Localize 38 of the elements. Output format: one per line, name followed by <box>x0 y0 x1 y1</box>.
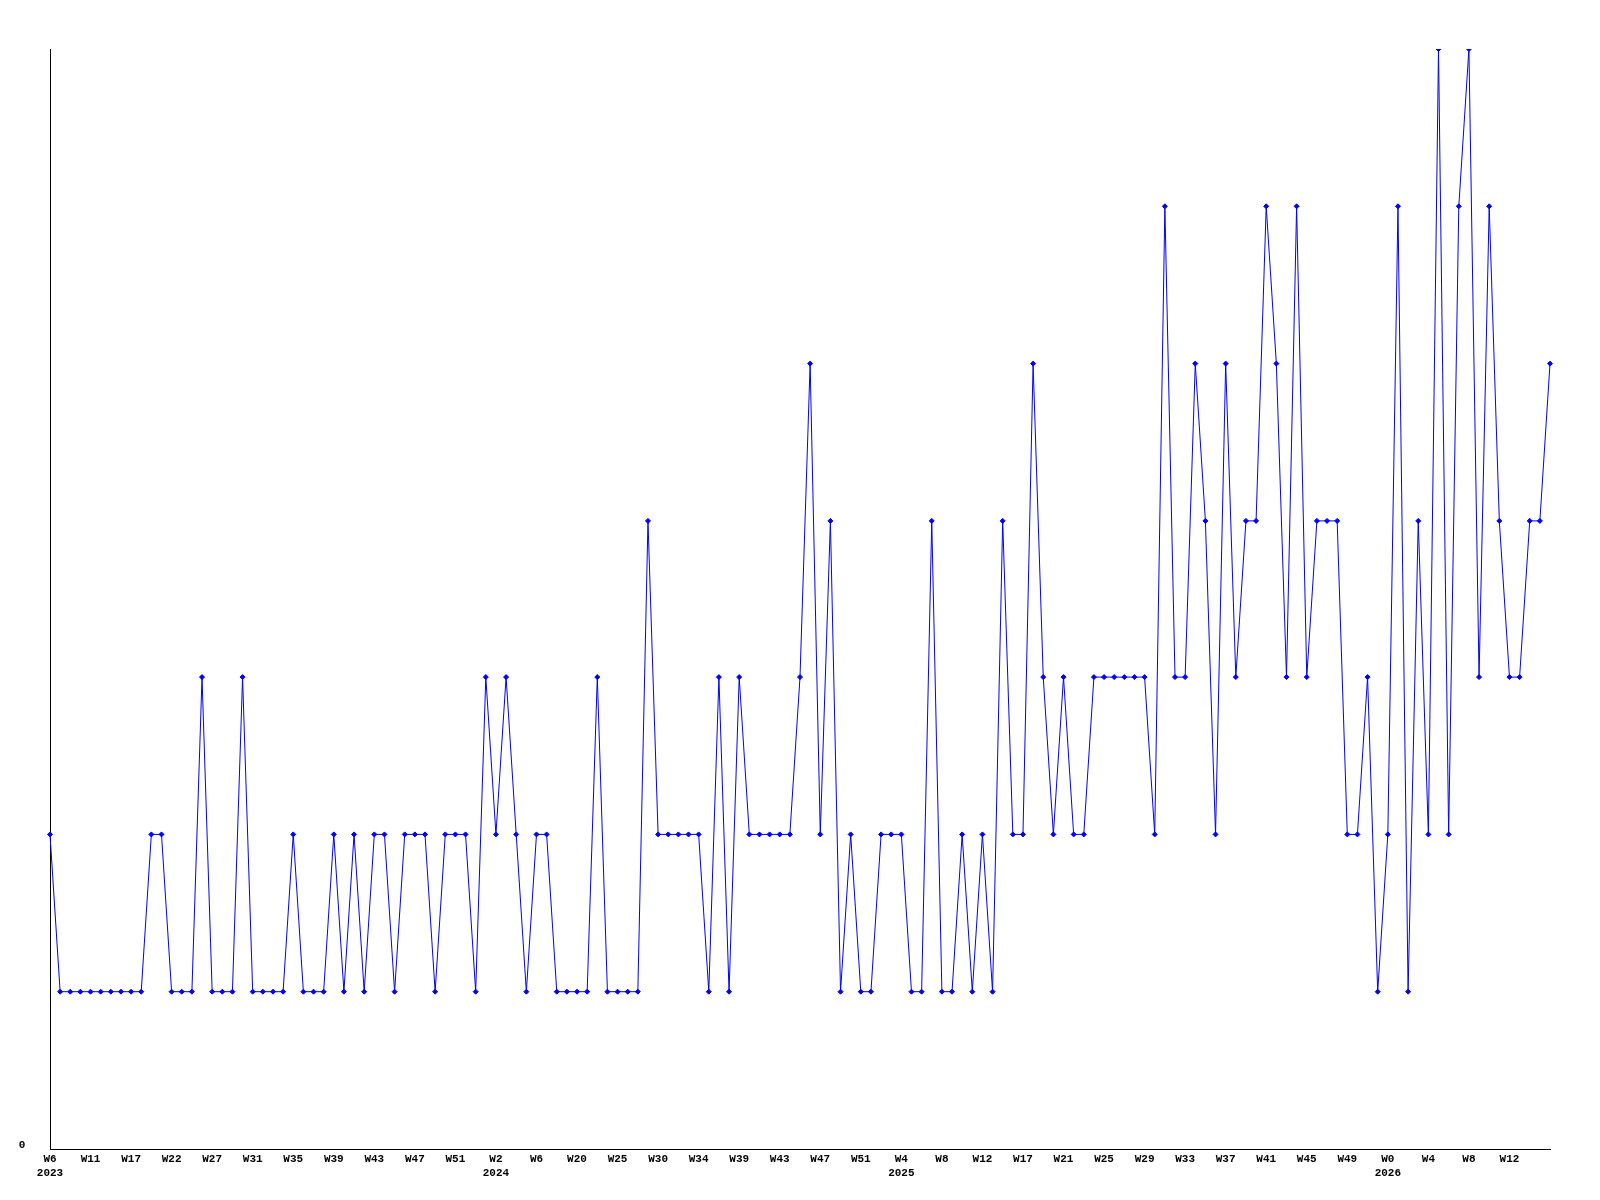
x-tick-label: W43 <box>769 1153 791 1166</box>
x-tick-label: W8 <box>935 1153 949 1166</box>
x-tick-label: W43 <box>364 1153 385 1166</box>
x-tick-label: W33 <box>1175 1153 1196 1166</box>
x-tick-label: W35 <box>283 1153 304 1166</box>
x-tick-label: W47 <box>810 1153 831 1166</box>
x-tick-label: W2 2024 <box>482 1153 510 1179</box>
x-tick-label: W21 <box>1053 1153 1074 1166</box>
x-tick-label: W17 <box>121 1153 141 1166</box>
x-tick-label: W8 <box>1462 1153 1476 1166</box>
x-tick-label: W22 <box>161 1153 182 1166</box>
x-tick-label: W45 <box>1296 1153 1318 1166</box>
x-tick-label: W51 <box>445 1153 466 1166</box>
x-tick-label: W25 <box>1094 1153 1115 1166</box>
x-tick-label: W11 <box>80 1153 101 1166</box>
x-tick-label: W4 2025 <box>888 1153 915 1179</box>
x-tick-label: W39 <box>323 1153 344 1166</box>
x-tick-label: W17 <box>1013 1153 1033 1166</box>
x-tick-label: W12 <box>1499 1153 1520 1166</box>
x-tick-label: W47 <box>404 1153 425 1166</box>
text: 0 <box>18 1138 26 1151</box>
x-tick-label: W6 <box>529 1153 544 1166</box>
x-tick-label: W6 2023 <box>36 1153 64 1179</box>
x-tick-label: W20 <box>567 1153 587 1166</box>
x-tick-label: W30 <box>648 1153 669 1166</box>
x-tick-label: W31 <box>242 1153 263 1166</box>
x-tick-label: W49 <box>1337 1153 1358 1166</box>
x-tick-label: W25 <box>607 1153 628 1166</box>
x-tick-label: W37 <box>1215 1153 1236 1166</box>
x-tick-label: W29 <box>1134 1153 1155 1166</box>
x-tick-label: W0 2026 <box>1374 1153 1402 1179</box>
x-tick-label: W12 <box>972 1153 993 1166</box>
x-tick-label: W27 <box>202 1153 223 1166</box>
x-tick-label: W51 <box>850 1153 872 1166</box>
x-tick-label: W4 <box>1421 1153 1436 1166</box>
x-tick-label: W41 <box>1256 1153 1277 1166</box>
x-tick-label: W34 <box>688 1153 709 1166</box>
x-tick-label: W39 <box>729 1153 750 1166</box>
